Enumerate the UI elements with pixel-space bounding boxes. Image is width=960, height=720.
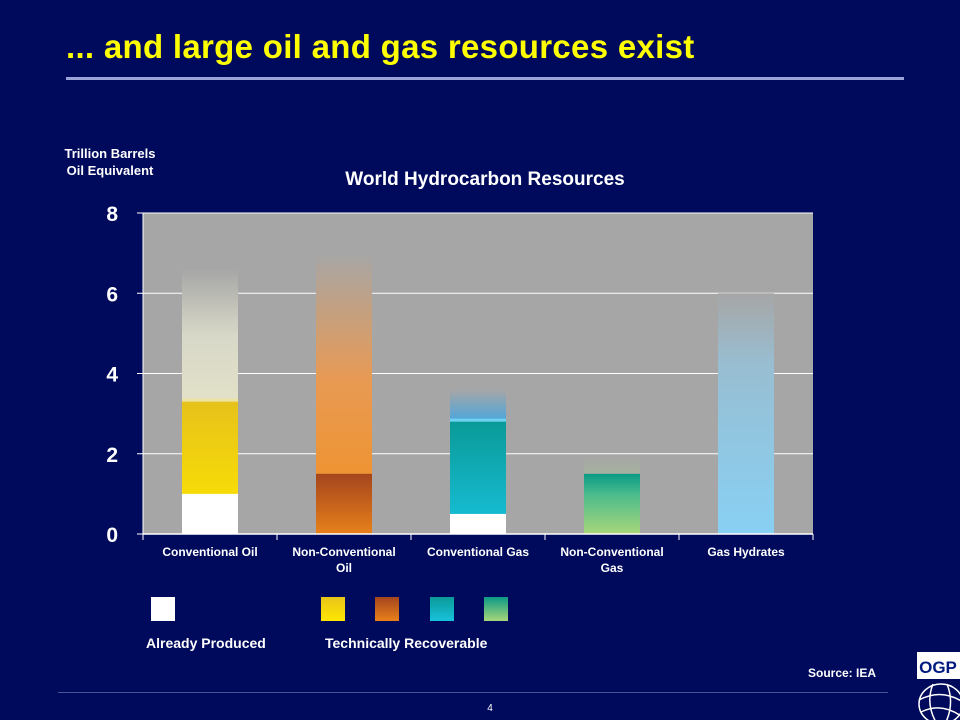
legend-label-technically-recoverable: Technically Recoverable <box>325 635 488 651</box>
legend-swatch-non-conventional-gas <box>484 597 508 621</box>
logo-text: OGP <box>919 658 957 677</box>
y-tick-label: 8 <box>106 203 118 226</box>
title-divider <box>66 77 904 80</box>
footer-divider <box>58 692 888 693</box>
source-note: Source: IEA <box>807 666 876 680</box>
y-axis-unit-label: Trillion Barrels Oil Equivalent <box>64 146 156 178</box>
bar-segment-already-produced <box>450 513 506 534</box>
page-number: 4 <box>487 703 493 714</box>
legend-swatch-already-produced <box>151 597 175 621</box>
y-tick-label: 0 <box>106 524 118 547</box>
x-category-label: Conventional Oil <box>162 545 257 559</box>
bars <box>182 253 774 534</box>
x-category-label: Gas Hydrates <box>707 545 785 559</box>
x-category-label: Non-Conventional <box>292 545 395 559</box>
y-tick-label: 4 <box>106 364 118 387</box>
bar-segment-edge <box>450 418 506 422</box>
y-tick-labels: 0 2 4 6 8 <box>106 203 143 547</box>
category-labels: Conventional Oil Non-Conventional Oil Conve… <box>162 545 785 575</box>
bar-segment-technically-recoverable <box>584 473 640 534</box>
legend-swatch-gas <box>430 597 454 621</box>
bar-segment-edge <box>182 398 238 402</box>
bar-segment-total-resources <box>718 293 774 534</box>
bar-non-conventional-gas <box>584 455 640 534</box>
bar-non-conventional-oil <box>316 253 372 534</box>
bar-conventional-gas <box>450 389 506 534</box>
x-category-label: Non-Conventional <box>560 545 663 559</box>
ogp-logo: OGP <box>917 652 960 720</box>
hydrocarbon-chart: 0 2 4 6 8 Conventional Oil Non-Conventional Oi… <box>106 203 814 575</box>
slide-title: ... and large oil and gas resources exis… <box>66 28 695 65</box>
bar-conventional-oil <box>182 269 238 534</box>
x-category-label: Gas <box>601 561 624 575</box>
bar-segment-already-produced <box>182 493 238 534</box>
x-category-label: Oil <box>336 561 352 575</box>
legend-label-already-produced: Already Produced <box>146 635 266 651</box>
bar-gas-hydrates <box>718 293 774 534</box>
bar-segment-technically-recoverable <box>316 473 372 534</box>
legend-swatch-non-conventional-oil <box>375 597 399 621</box>
x-category-label: Conventional Gas <box>427 545 529 559</box>
y-tick-label: 2 <box>106 444 118 467</box>
y-tick-label: 6 <box>106 283 118 306</box>
chart-title: World Hydrocarbon Resources <box>345 169 625 190</box>
legend-swatch-oil <box>321 597 345 621</box>
